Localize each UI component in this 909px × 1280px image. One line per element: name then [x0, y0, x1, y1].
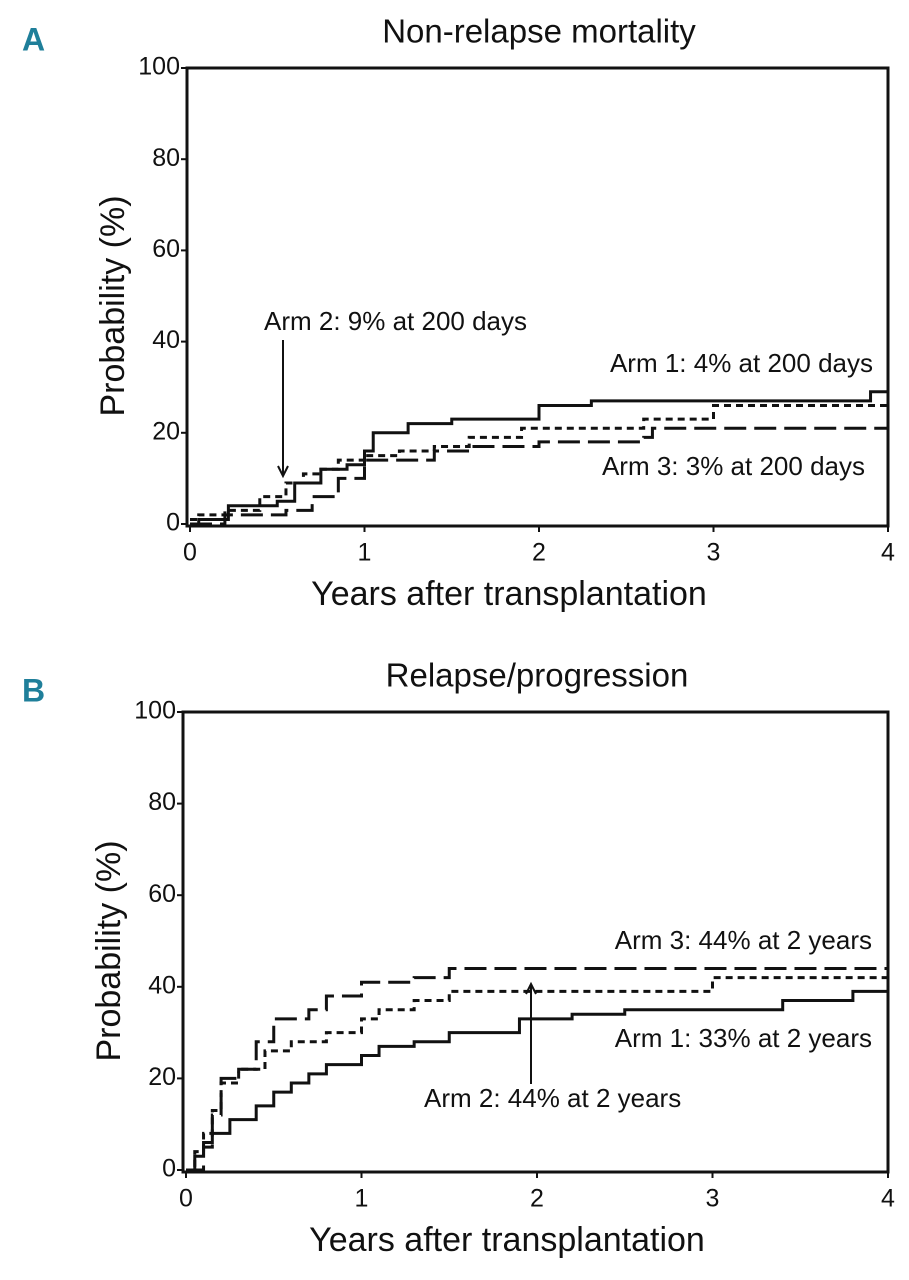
x-tick-label: 1: [355, 1185, 369, 1213]
y-tick-label: 0: [166, 509, 180, 537]
x-tick-label: 4: [881, 1185, 895, 1213]
arrow-head: [277, 465, 289, 479]
series-line: [190, 426, 888, 526]
annotation: Arm 3: 44% at 2 years: [615, 925, 872, 955]
y-tick-label: 80: [152, 144, 180, 172]
y-tick-label: 0: [162, 1155, 176, 1183]
arrow-head: [525, 981, 537, 995]
x-axis-label: Years after transplantation: [309, 1221, 705, 1259]
y-tick-label: 100: [138, 53, 180, 81]
chart-title: Non-relapse mortality: [382, 13, 696, 50]
annotation: Arm 1: 33% at 2 years: [615, 1023, 872, 1053]
y-tick-label: 20: [148, 1063, 176, 1091]
annotation: Arm 2: 9% at 200 days: [264, 306, 527, 336]
x-tick-label: 2: [530, 1185, 544, 1213]
x-tick-label: 4: [881, 539, 895, 567]
panel-label: B: [22, 672, 45, 708]
series-line: [186, 976, 888, 1172]
x-tick-label: 0: [183, 539, 197, 567]
x-tick-label: 3: [707, 539, 721, 567]
y-tick-label: 40: [148, 971, 176, 999]
x-tick-label: 1: [358, 539, 372, 567]
y-axis-label: Probability (%): [94, 195, 132, 416]
annotation: Arm 3: 3% at 200 days: [602, 451, 865, 481]
panel-label: A: [22, 21, 45, 57]
plot-frame: [185, 66, 890, 528]
x-tick-label: 2: [532, 539, 546, 567]
plot-frame: [181, 710, 890, 1174]
annotation: Arm 1: 4% at 200 days: [610, 348, 873, 378]
y-tick-label: 60: [148, 880, 176, 908]
annotation: Arm 2: 44% at 2 years: [424, 1083, 681, 1113]
y-tick-label: 100: [134, 697, 176, 725]
x-tick-label: 3: [706, 1185, 720, 1213]
y-axis-label: Probability (%): [90, 840, 128, 1061]
y-tick-label: 60: [152, 235, 180, 263]
y-tick-label: 80: [148, 788, 176, 816]
x-axis-label: Years after transplantation: [311, 575, 707, 613]
series-line: [190, 403, 888, 521]
y-tick-label: 20: [152, 417, 180, 445]
y-tick-label: 40: [152, 326, 180, 354]
x-tick-label: 0: [179, 1185, 193, 1213]
series-line: [190, 390, 888, 526]
series-line: [186, 986, 890, 1172]
series-line: [186, 966, 888, 1172]
chart-title: Relapse/progression: [386, 657, 689, 694]
